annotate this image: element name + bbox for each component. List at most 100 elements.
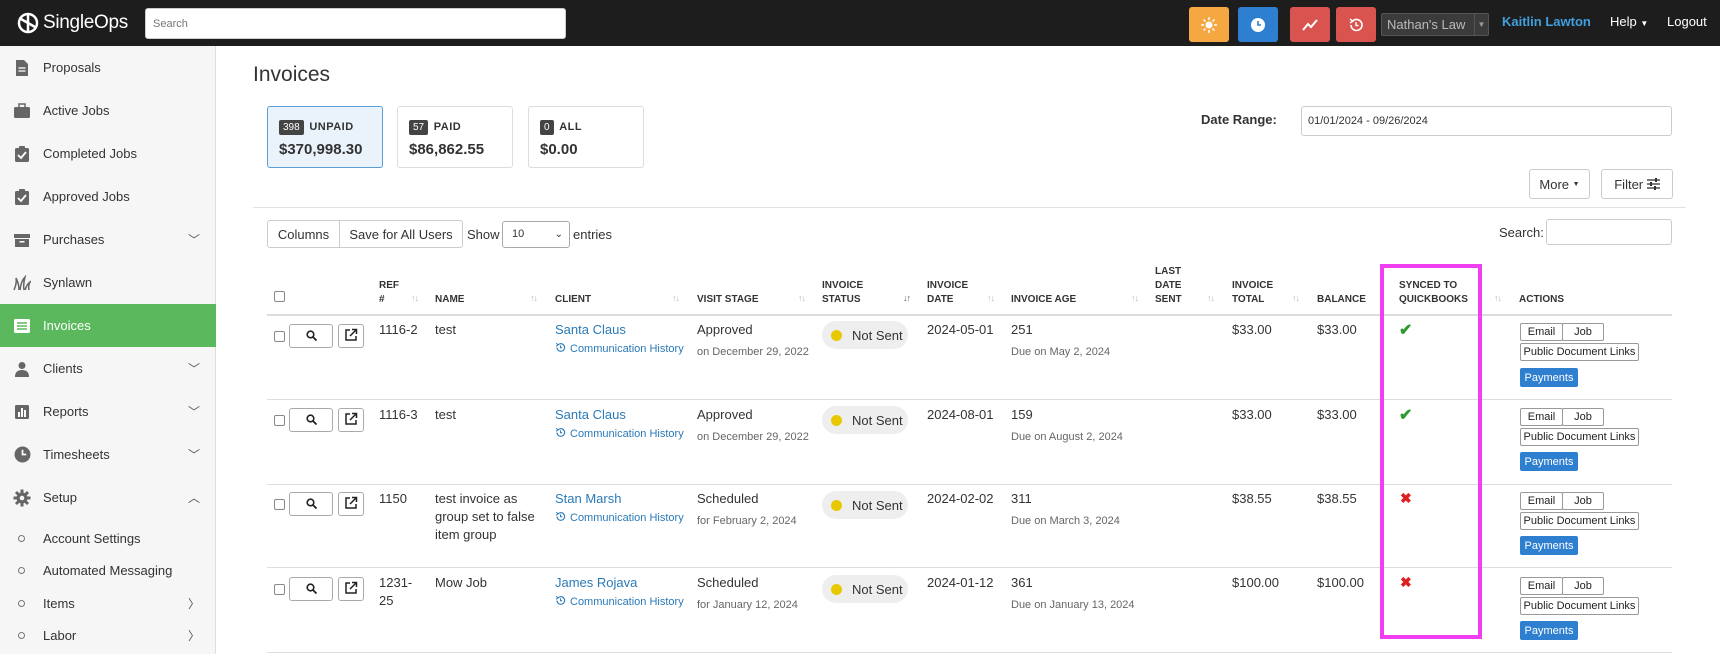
date-range-input[interactable]: 01/01/2024 - 09/26/2024 — [1301, 106, 1672, 136]
job-button[interactable]: Job — [1562, 492, 1604, 510]
email-button[interactable]: Email — [1520, 323, 1563, 341]
view-button[interactable] — [289, 408, 333, 432]
status-dot — [831, 583, 842, 595]
sidebar-subitem-labor[interactable]: Labor 〉 — [0, 619, 216, 651]
table-search-input[interactable] — [1546, 219, 1672, 245]
payments-button[interactable]: Payments — [1520, 621, 1578, 640]
public-document-links-button[interactable]: Public Document Links — [1520, 343, 1639, 361]
chevron-down-icon: ﹀ — [187, 233, 200, 247]
column-header-invoice-status[interactable]: INVOICE STATUS — [822, 279, 863, 307]
column-header-synced-to-quickbooks[interactable]: SYNCED TO QUICKBOOKS — [1399, 279, 1468, 307]
public-document-links-button[interactable]: Public Document Links — [1520, 597, 1639, 615]
sidebar-item-reports[interactable]: Reports ﹀ — [0, 390, 216, 433]
payments-button[interactable]: Payments — [1520, 536, 1578, 555]
sidebar-item-purchases[interactable]: Purchases ﹀ — [0, 218, 216, 261]
balance-cell: $100.00 — [1317, 575, 1364, 590]
column-header-visit-stage[interactable]: VISIT STAGE — [697, 294, 759, 305]
tile-label: ALL — [559, 121, 583, 133]
communication-history-link[interactable]: Communication History — [555, 511, 684, 525]
sidebar-item-proposals[interactable]: Proposals — [0, 46, 216, 89]
client-link[interactable]: Santa Claus — [555, 407, 626, 422]
user-menu[interactable]: Kaitlin Lawton — [1502, 14, 1591, 29]
view-button[interactable] — [289, 324, 333, 348]
invoice-date-cell: 2024-01-12 — [927, 575, 994, 590]
email-button[interactable]: Email — [1520, 408, 1563, 426]
trend-button[interactable] — [1290, 7, 1330, 42]
invoice-age-cell: 361 — [1011, 575, 1033, 590]
payments-button[interactable]: Payments — [1520, 452, 1578, 471]
column-header-client[interactable]: CLIENT — [555, 294, 592, 305]
column-header-invoice-total[interactable]: INVOICE TOTAL — [1232, 279, 1273, 307]
save-for-all-users-button[interactable]: Save for All Users — [339, 220, 463, 248]
sidebar-item-approved-jobs[interactable]: Approved Jobs — [0, 175, 216, 218]
row-checkbox[interactable] — [274, 499, 285, 510]
ref-cell: 1116-3 — [379, 407, 418, 422]
row-checkbox[interactable] — [274, 584, 285, 595]
communication-history-link[interactable]: Communication History — [555, 595, 684, 609]
public-document-links-button[interactable]: Public Document Links — [1520, 428, 1639, 446]
tile-unpaid[interactable]: 398 UNPAID $370,998.30 — [267, 106, 383, 168]
column-header-invoice-date[interactable]: INVOICE DATE — [927, 279, 968, 307]
logout-link[interactable]: Logout — [1667, 14, 1707, 29]
open-external-button[interactable] — [338, 577, 364, 601]
header-line: SYNCED TO — [1399, 280, 1458, 291]
sidebar-subitem-account-settings[interactable]: Account Settings — [0, 522, 216, 554]
grass-icon — [12, 273, 32, 293]
sun-button[interactable] — [1189, 7, 1229, 42]
sidebar-item-completed-jobs[interactable]: Completed Jobs — [0, 132, 216, 175]
columns-button[interactable]: Columns — [267, 220, 340, 248]
column-header-balance[interactable]: BALANCE — [1317, 294, 1366, 305]
filter-button[interactable]: Filter — [1601, 169, 1673, 199]
sliders-icon — [1646, 178, 1660, 190]
open-external-button[interactable] — [338, 492, 364, 516]
sidebar-item-synlawn[interactable]: Synlawn — [0, 261, 216, 304]
column-header-last-date-sent[interactable]: LAST DATE SENT — [1155, 265, 1182, 307]
help-menu[interactable]: Help ▼ — [1610, 14, 1648, 29]
sort-icon: ↑↓ — [411, 293, 419, 303]
gear-icon — [12, 488, 32, 508]
select-all-checkbox[interactable] — [274, 291, 285, 302]
payments-button[interactable]: Payments — [1520, 368, 1578, 387]
clock-button[interactable] — [1238, 7, 1278, 42]
open-external-button[interactable] — [338, 324, 364, 348]
global-search-input[interactable] — [145, 8, 566, 39]
communication-history-link[interactable]: Communication History — [555, 342, 684, 356]
history-icon — [1349, 17, 1363, 31]
view-button[interactable] — [289, 492, 333, 516]
job-button[interactable]: Job — [1562, 408, 1604, 426]
job-button[interactable]: Job — [1562, 577, 1604, 595]
view-button[interactable] — [289, 577, 333, 601]
account-select[interactable]: Nathan's Law ▼ — [1381, 13, 1489, 36]
sidebar-subitem-items[interactable]: Items 〉 — [0, 587, 216, 619]
sidebar-item-active-jobs[interactable]: Active Jobs — [0, 89, 216, 132]
column-header-ref[interactable]: REF # — [379, 279, 399, 307]
communication-history-link[interactable]: Communication History — [555, 427, 684, 441]
column-header-invoice-age[interactable]: INVOICE AGE — [1011, 294, 1077, 305]
brand-logo[interactable]: SingleOps — [17, 10, 128, 36]
status-label: Not Sent — [852, 581, 903, 597]
email-button[interactable]: Email — [1520, 492, 1563, 510]
sidebar-item-timesheets[interactable]: Timesheets ﹀ — [0, 433, 216, 476]
client-link[interactable]: Stan Marsh — [555, 491, 622, 506]
sidebar-item-setup[interactable]: Setup ︿ — [0, 476, 216, 519]
column-header-name[interactable]: NAME — [435, 294, 465, 305]
email-button[interactable]: Email — [1520, 577, 1563, 595]
job-button[interactable]: Job — [1562, 323, 1604, 341]
sidebar-subitem-automated-messaging[interactable]: Automated Messaging — [0, 554, 216, 586]
sidebar-item-invoices[interactable]: Invoices — [0, 304, 216, 347]
client-link[interactable]: James Rojava — [555, 575, 638, 590]
row-checkbox[interactable] — [274, 331, 285, 342]
client-link[interactable]: Santa Claus — [555, 322, 626, 337]
public-document-links-button[interactable]: Public Document Links — [1520, 512, 1639, 530]
more-button[interactable]: More ▼ — [1529, 169, 1590, 199]
open-external-button[interactable] — [338, 408, 364, 432]
history-button[interactable] — [1336, 7, 1376, 42]
person-icon — [12, 359, 32, 379]
row-checkbox[interactable] — [274, 415, 285, 426]
entries-select[interactable]: 10 ⌄ — [502, 221, 570, 248]
page-title: Invoices — [253, 63, 331, 86]
sort-icon: ↑↓ — [1494, 293, 1502, 303]
tile-paid[interactable]: 57 PAID $86,862.55 — [397, 106, 513, 168]
tile-all[interactable]: 0 ALL $0.00 — [528, 106, 644, 168]
sidebar-item-clients[interactable]: Clients ﹀ — [0, 347, 216, 390]
